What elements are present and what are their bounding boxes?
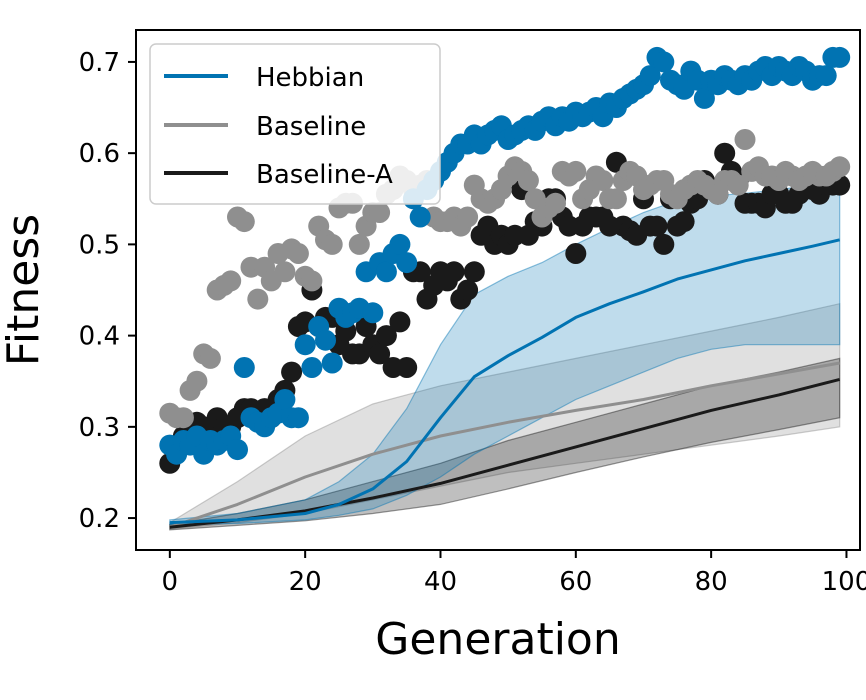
point-baseline — [565, 160, 587, 182]
band-baseline — [169, 302, 841, 530]
legend-label-baseline: Baseline — [256, 112, 366, 142]
point-hebbian — [375, 261, 397, 283]
point-hebbian — [829, 46, 851, 68]
x-axis-title: Generation — [375, 614, 620, 665]
mean-line-hebbian — [169, 238, 841, 525]
point-baseline — [274, 261, 296, 283]
point-hebbian — [639, 65, 661, 87]
y-tick-label: 0.2 — [79, 504, 120, 534]
x-tick-label: 0 — [162, 567, 179, 597]
band-baseline-a — [169, 357, 841, 531]
point-baseline-a — [457, 279, 479, 301]
mean-line-baseline — [169, 361, 840, 529]
point-baseline — [517, 170, 539, 191]
mean-lines — [169, 238, 841, 529]
x-tick-label: 100 — [822, 567, 866, 597]
point-hebbian — [389, 233, 411, 255]
points-hebbian — [159, 46, 851, 465]
point-baseline — [457, 206, 479, 228]
point-baseline — [301, 270, 323, 292]
point-hebbian — [321, 352, 343, 374]
point-baseline-a — [281, 361, 303, 383]
legend-frame — [149, 43, 441, 205]
legend: Hebbian Baseline Baseline-A — [149, 43, 441, 205]
legend-label-baseline-a: Baseline-A — [256, 160, 393, 190]
point-baseline — [186, 370, 208, 392]
point-baseline — [592, 170, 614, 191]
y-tick-label: 0.3 — [79, 413, 120, 443]
point-baseline-a — [714, 142, 736, 164]
point-baseline-a — [673, 211, 695, 233]
point-baseline — [829, 156, 851, 178]
point-hebbian — [287, 407, 309, 429]
point-hebbian — [294, 334, 316, 356]
point-baseline — [199, 347, 221, 369]
point-hebbian — [315, 329, 336, 351]
point-baseline-a — [443, 261, 465, 283]
x-tick-label: 20 — [289, 567, 322, 597]
point-baseline-a — [369, 343, 391, 365]
point-hebbian — [274, 389, 296, 410]
point-hebbian — [301, 357, 323, 378]
point-baseline — [220, 270, 242, 292]
y-tick-label: 0.7 — [79, 48, 120, 78]
point-baseline — [734, 129, 756, 150]
point-hebbian — [815, 65, 837, 87]
point-hebbian — [653, 51, 675, 73]
y-axis-title: Fitness — [0, 214, 49, 366]
point-hebbian — [227, 439, 248, 461]
point-baseline-a — [646, 215, 668, 237]
point-baseline — [287, 243, 309, 264]
y-tick-label: 0.6 — [79, 139, 120, 169]
point-baseline-a — [389, 311, 411, 333]
x-axis: 0 20 40 60 80 100 — [162, 550, 866, 597]
point-hebbian — [409, 206, 431, 228]
y-axis: 0.2 0.3 0.4 0.5 0.6 0.7 — [79, 48, 136, 534]
point-baseline — [321, 233, 343, 255]
point-baseline — [727, 174, 749, 196]
point-hebbian — [693, 87, 715, 109]
point-baseline — [247, 288, 269, 310]
point-baseline — [605, 188, 627, 210]
point-baseline — [545, 192, 566, 214]
point-baseline-a — [375, 325, 397, 347]
legend-label-hebbian: Hebbian — [256, 63, 364, 93]
x-tick-label: 60 — [559, 567, 592, 597]
point-baseline-a — [653, 233, 675, 255]
point-baseline — [233, 211, 255, 233]
mean-line-baseline-a — [169, 377, 841, 529]
point-baseline-a — [565, 243, 587, 264]
x-tick-label: 80 — [695, 567, 728, 597]
point-hebbian — [233, 357, 255, 378]
point-hebbian — [396, 252, 418, 274]
point-baseline — [348, 233, 370, 255]
y-tick-label: 0.5 — [79, 230, 120, 260]
best-fitness-points — [159, 46, 851, 474]
y-tick-label: 0.4 — [79, 322, 120, 352]
x-tick-label: 40 — [424, 567, 457, 597]
point-hebbian — [362, 302, 384, 324]
plot-frame — [135, 29, 861, 551]
point-baseline-a — [396, 357, 418, 378]
point-baseline — [369, 202, 391, 223]
point-baseline — [172, 407, 194, 429]
point-baseline-a — [463, 261, 485, 283]
